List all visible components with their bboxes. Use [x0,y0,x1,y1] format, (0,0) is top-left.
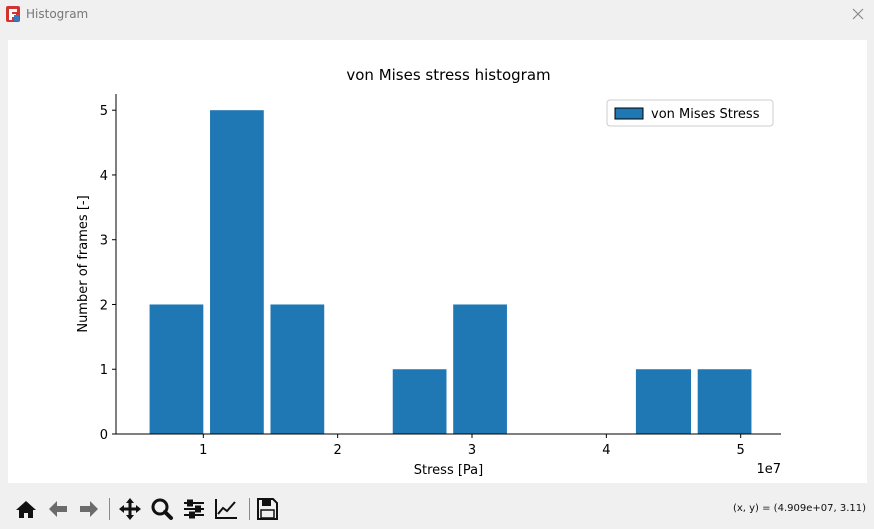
x-tick-label: 1 [199,443,207,458]
pan-button[interactable] [116,496,144,522]
arrow-right-icon [80,501,98,517]
y-axis-label: Number of frames [-] [76,195,91,332]
histogram-bar [697,369,752,434]
x-tick-label: 3 [468,443,476,458]
line-chart-icon [215,499,237,519]
histogram-bar [453,304,507,434]
histogram-bar [149,304,204,434]
forward-button[interactable] [75,496,103,522]
x-tick-label: 5 [737,443,745,458]
legend-box [606,99,774,127]
arrow-left-icon [49,501,67,517]
back-button[interactable] [44,496,72,522]
histogram-bar [270,304,325,434]
edit-axis-button[interactable] [212,496,240,522]
toolbar-separator [249,498,250,520]
navigation-toolbar: (x, y) = (4.909e+07, 3.11) [0,490,874,529]
legend-entry: von Mises Stress [651,107,760,122]
move-icon [119,498,141,520]
y-tick-label: 1 [100,363,108,378]
x-offset-label: 1e7 [756,462,781,477]
histogram-chart: 1 2 3 4 5 0 1 2 3 4 5 1e7 von Mises stress histogram… [76,66,781,478]
floppy-disk-icon [257,498,278,520]
freecad-icon [6,6,20,22]
x-tick-label: 4 [602,443,610,458]
title-bar: Histogram [0,0,874,30]
y-tick-label: 0 [100,428,108,443]
save-button[interactable] [253,496,281,522]
histogram-bar [392,369,447,434]
histogram-bar [210,110,264,434]
chart-title: von Mises stress histogram [346,66,550,84]
legend-swatch [614,107,644,120]
x-tick-label: 2 [334,443,342,458]
y-tick-label: 2 [100,298,108,313]
y-tick-label: 4 [100,169,108,184]
cursor-coordinates: (x, y) = (4.909e+07, 3.11) [732,503,866,514]
magnifier-icon [151,498,173,520]
close-icon[interactable] [848,4,868,24]
plot-canvas[interactable]: 1 2 3 4 5 0 1 2 3 4 5 1e7 von Mises stress histogram… [8,40,867,483]
histogram-bar [635,369,691,434]
y-tick-label: 3 [100,234,108,249]
x-axis-label: Stress [Pa] [414,463,483,478]
sliders-icon [184,499,204,519]
home-button[interactable] [12,496,40,522]
window-title: Histogram [26,7,89,21]
zoom-button[interactable] [148,496,176,522]
y-tick-label: 5 [100,104,108,119]
home-icon [16,501,36,518]
toolbar-separator [109,498,110,520]
subplots-button[interactable] [180,496,208,522]
